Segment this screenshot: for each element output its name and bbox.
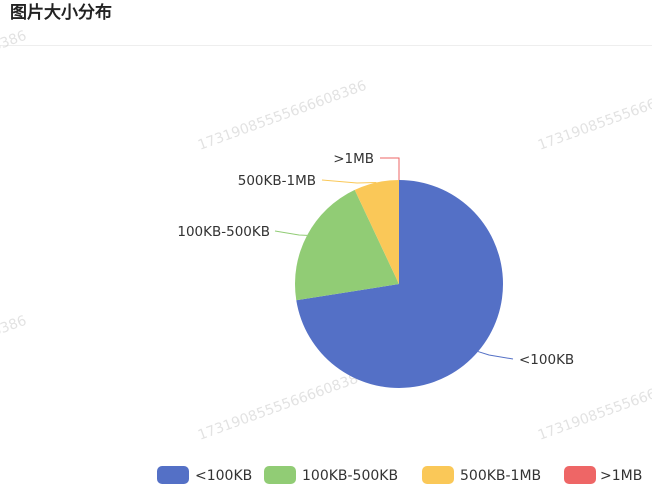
legend-item-100kb-500kb[interactable]: 100KB-500KB (264, 466, 398, 484)
slice-labels: <100KB 100KB-500KB 500KB-1MB >1MB (177, 151, 574, 368)
legend-swatch-1mb (564, 466, 596, 484)
pie-slices (295, 180, 503, 388)
legend-item-1mb[interactable]: >1MB (564, 466, 642, 484)
pie-slice-100kb[interactable] (296, 180, 503, 388)
slice-label-100kb-500kb: 100KB-500KB (177, 224, 270, 240)
leader-line-500kb-1mb (321, 179, 377, 184)
card-header: 图片大小分布 (0, 0, 652, 46)
slice-label-500kb-1mb: 500KB-1MB (238, 173, 316, 189)
legend-label-500kb-1mb: 500KB-1MB (460, 468, 541, 484)
legend-swatch-100kb (157, 466, 189, 484)
leader-line-100kb-500kb (274, 230, 308, 236)
leader-line-100kb (477, 351, 514, 360)
legend-item-100kb[interactable]: <100KB (157, 466, 252, 484)
legend-swatch-100kb-500kb (264, 466, 296, 484)
watermark-text: 17319085555666608386 (196, 368, 369, 444)
legend: <100KB 100KB-500KB 500KB-1MB >1MB (157, 466, 642, 484)
watermark-text: 17319085555666608386 (196, 78, 369, 154)
watermark-text: 17319085555666608386 (536, 78, 652, 154)
legend-swatch-500kb-1mb (422, 466, 454, 484)
leader-lines (274, 157, 514, 360)
watermark-text: 17319085555666608386 (0, 313, 29, 389)
slice-label-100kb: <100KB (519, 352, 574, 368)
watermark-text: 17319085555666608386 (0, 28, 29, 104)
pie-slice-100kb-500kb[interactable] (295, 189, 399, 301)
slice-label-1mb: >1MB (333, 151, 374, 167)
legend-item-500kb-1mb[interactable]: 500KB-1MB (422, 466, 541, 484)
watermark-text: 17319085555666608386 (536, 368, 652, 444)
page-title: 图片大小分布 (10, 3, 112, 23)
pie-slice-500kb-1mb[interactable] (354, 180, 399, 284)
legend-label-1mb: >1MB (600, 468, 642, 484)
leader-line-1mb (380, 157, 400, 180)
legend-label-100kb-500kb: 100KB-500KB (302, 468, 398, 484)
legend-label-100kb: <100KB (195, 468, 252, 484)
